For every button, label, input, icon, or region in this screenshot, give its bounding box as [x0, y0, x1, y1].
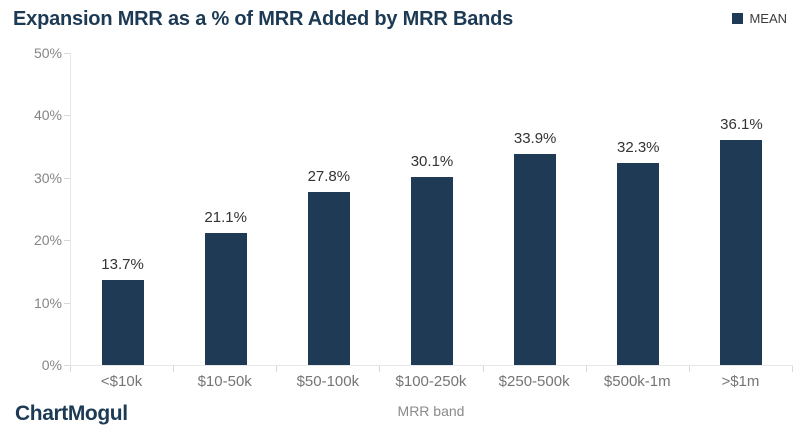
bar->$1m[interactable] — [720, 139, 763, 365]
bar-value-label: 32.3% — [616, 139, 660, 157]
bar-value-label: 27.8% — [307, 167, 351, 185]
y-tick-mark — [64, 240, 70, 242]
x-tick-mark — [379, 366, 381, 372]
bar-value-label: 36.1% — [720, 115, 763, 133]
plot-area: 13.7% 21.1% 27.8% 30.1% 33.9% 32.3% 36.1% — [70, 53, 793, 366]
x-category-label: >$1m — [721, 373, 760, 390]
y-tick-mark — [64, 53, 70, 54]
category-band: 36.1% — [690, 53, 793, 365]
x-tick-mark — [70, 366, 71, 372]
bar-value-label: 30.1% — [410, 153, 454, 171]
y-tick-mark — [64, 115, 70, 117]
y-tick-label: 30% — [33, 169, 62, 186]
x-category-label: $50-100k — [296, 373, 360, 390]
y-tick-label: 0% — [41, 357, 62, 373]
x-axis-title: MRR band — [397, 403, 465, 419]
category-band: 30.1% — [380, 53, 483, 365]
bar-value-label: 13.7% — [101, 255, 144, 273]
bar-$500k-1m[interactable] — [617, 163, 660, 365]
x-tick-mark — [482, 366, 484, 372]
y-tick-label: 40% — [33, 107, 62, 124]
bar-<$10k[interactable] — [101, 279, 144, 365]
x-category-label: $100-250k — [395, 373, 467, 390]
bar-$50-100k[interactable] — [307, 191, 350, 365]
x-category-label: $250-500k — [498, 373, 570, 390]
bar-value-label: 21.1% — [204, 209, 247, 227]
x-tick-mark — [792, 366, 793, 372]
category-band: 21.1% — [174, 53, 277, 365]
category-band: 27.8% — [277, 53, 380, 365]
y-tick-mark — [64, 177, 70, 179]
y-tick-label: 50% — [33, 45, 62, 61]
y-tick-mark — [64, 365, 70, 366]
x-category-label: $10-50k — [197, 373, 252, 390]
bar-value-label: 33.9% — [513, 129, 557, 147]
x-tick-mark — [173, 366, 175, 372]
x-tick-mark — [276, 366, 278, 372]
category-band: 13.7% — [71, 53, 174, 365]
legend-item-mean[interactable]: MEAN — [732, 11, 787, 26]
bar-$250-500k[interactable] — [514, 153, 557, 365]
x-category-label: <$10k — [100, 373, 143, 390]
y-tick-mark — [64, 302, 70, 304]
chart-title: Expansion MRR as a % of MRR Added by MRR… — [13, 8, 514, 30]
y-tick-label: 20% — [33, 232, 62, 249]
bar-$100-250k[interactable] — [410, 177, 453, 365]
x-tick-mark — [688, 366, 690, 372]
category-band: 33.9% — [484, 53, 587, 365]
x-category-label: $500k-1m — [603, 373, 671, 390]
x-tick-mark — [585, 366, 587, 372]
y-tick-label: 10% — [33, 294, 62, 311]
legend-swatch-icon — [732, 13, 744, 24]
legend-label: MEAN — [749, 11, 787, 26]
category-band: 32.3% — [587, 53, 690, 365]
chartmogul-logo[interactable]: ChartMogul — [15, 402, 128, 425]
bar-$10-50k[interactable] — [204, 233, 247, 365]
